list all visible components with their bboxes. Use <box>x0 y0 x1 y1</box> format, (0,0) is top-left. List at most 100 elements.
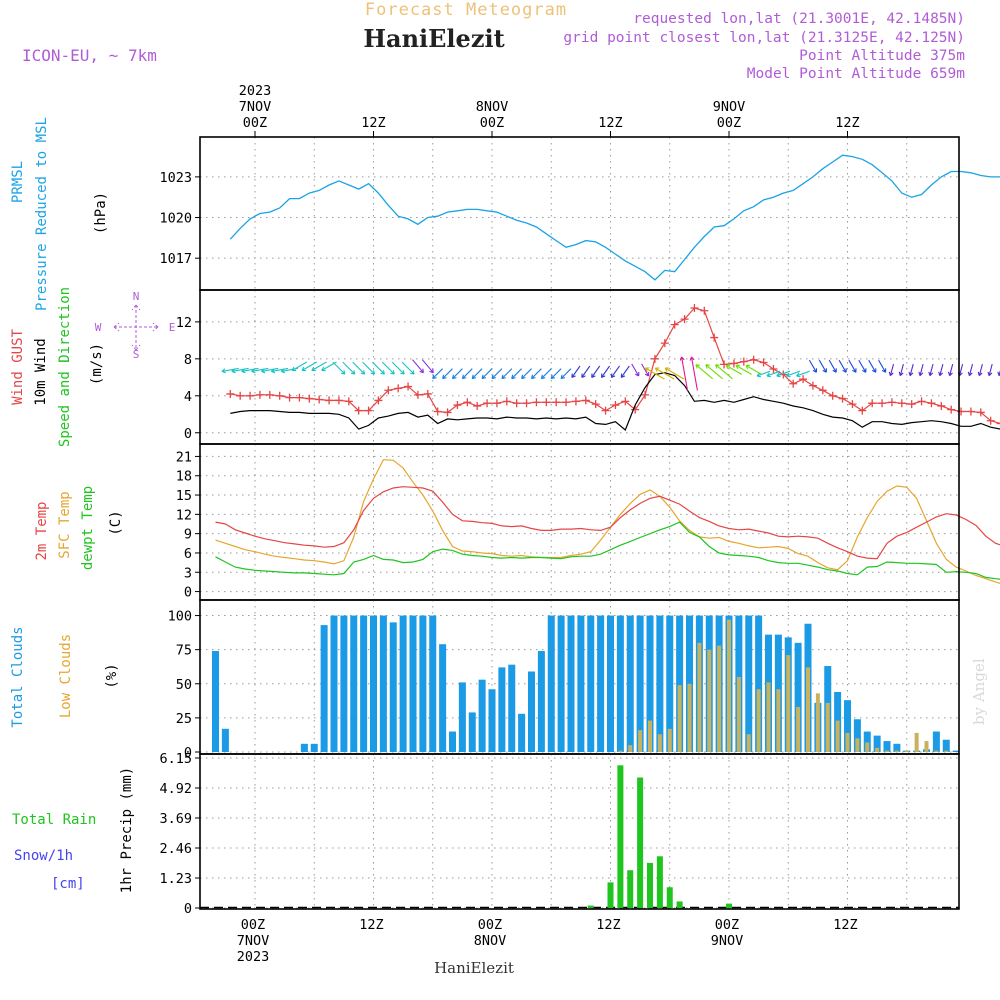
wind-arrow <box>471 368 483 380</box>
low-cloud-bar <box>677 685 682 752</box>
wind-arrow <box>938 363 944 377</box>
wind-arrow <box>342 361 356 375</box>
gust-marker <box>887 398 896 407</box>
wind-arrow <box>610 365 620 379</box>
y-tick-label: 8 <box>184 352 192 368</box>
wind-arrow <box>858 359 867 373</box>
wind-arrow <box>591 365 601 379</box>
low-cloud-bar <box>934 750 939 752</box>
top-time-label: 7NOV <box>239 99 272 115</box>
gust-marker <box>522 399 531 408</box>
y-tick-label: 4.92 <box>159 781 192 797</box>
low-cloud-bar <box>914 732 919 752</box>
total-cloud-bar <box>340 615 348 752</box>
low-cloud-bar <box>687 683 692 752</box>
gust-marker <box>670 320 679 329</box>
pressure-label-short: PRMSL <box>10 161 26 203</box>
gust-marker <box>641 390 650 399</box>
gust-marker <box>344 397 353 406</box>
compass-e: E <box>169 321 176 334</box>
wind-arrow <box>491 368 503 380</box>
pressure-line <box>229 154 1000 281</box>
wind-arrow <box>461 368 473 380</box>
bottom-time-label: 7NOV <box>237 933 270 949</box>
gust-marker <box>265 390 274 399</box>
total-cloud-bar <box>607 615 614 752</box>
wind-arrow <box>540 368 552 380</box>
wind-dir-label: Speed and Direction <box>57 287 73 447</box>
top-time-label: 12Z <box>598 115 622 131</box>
panel-1-grid: 1017 1020 1023 <box>159 137 959 290</box>
total-cloud-bar <box>616 615 624 752</box>
wind-arrow <box>231 367 249 374</box>
total-cloud-bar <box>468 712 476 752</box>
wind-arrow <box>311 361 327 372</box>
total-cloud-bar <box>429 615 437 752</box>
low-cloud-bar <box>904 750 909 752</box>
gust-marker <box>394 384 403 393</box>
low-cloud-bar <box>944 750 949 752</box>
gust-marker <box>364 406 373 415</box>
rain-bars <box>587 765 732 908</box>
dewpt-temp-line <box>215 521 1000 580</box>
y-tick-label: 12 <box>176 507 192 523</box>
top-time-label: 12Z <box>361 115 385 131</box>
gust-marker <box>255 390 264 399</box>
y-tick-label: 3.69 <box>159 811 192 827</box>
total-cloud-bar <box>853 719 861 752</box>
total-cloud-bar <box>478 679 486 752</box>
total-cloud-bar <box>419 615 427 752</box>
total-rain-label: Total Rain <box>12 812 96 828</box>
y-tick-label: 0 <box>184 745 192 761</box>
wind-arrow <box>442 368 453 380</box>
total-cloud-bar <box>508 664 516 752</box>
gust-marker <box>591 400 600 409</box>
gust-marker <box>374 396 383 405</box>
low-cloud-bar <box>736 676 741 752</box>
wind-arrow <box>828 359 837 373</box>
wind-arrow <box>644 367 665 380</box>
low-cloud-bar <box>894 750 899 752</box>
y-tick-label: 1.23 <box>159 871 192 887</box>
panels: 1017 1020 1023 0 4 8 12 0 3 6 9 12 15 18 21 0 25 50 75 100 0… <box>159 136 1000 917</box>
total-cloud-bar <box>518 713 526 752</box>
bottom-time-label: 9NOV <box>711 933 744 949</box>
compass-w: W <box>95 321 102 334</box>
pressure-unit: (hPa) <box>93 192 109 234</box>
panel-1-frame <box>199 136 960 291</box>
y-tick-label: 100 <box>168 609 192 625</box>
dewpt-temp-label: dewpt Temp <box>80 486 96 570</box>
top-time-label: 2023 <box>239 83 272 99</box>
gust-marker <box>275 391 284 400</box>
total-cloud-bar <box>863 731 871 752</box>
gust-marker <box>789 379 798 388</box>
total-cloud-bar <box>212 651 219 752</box>
low-cloud-bar <box>746 734 751 752</box>
temp-unit: (C) <box>108 510 124 535</box>
total-cloud-bar <box>587 615 595 752</box>
gust-label: Wind GUST <box>10 329 26 405</box>
gust-marker <box>413 390 422 399</box>
wind-arrow <box>620 365 630 379</box>
total-cloud-bar <box>844 700 851 752</box>
wind-arrow <box>898 363 904 377</box>
rain-bar <box>666 887 673 908</box>
low-cloud-bar <box>756 689 761 752</box>
wind-arrow <box>947 363 954 377</box>
gust-marker <box>759 358 768 367</box>
y-tick-label: 6 <box>184 546 192 562</box>
top-time-label: 00Z <box>717 115 741 131</box>
wind-arrow <box>332 361 346 375</box>
y-tick-label: 1017 <box>159 251 192 267</box>
total-cloud-bar <box>942 739 950 752</box>
total-cloud-bar <box>330 615 338 752</box>
total-cloud-bar <box>409 615 417 752</box>
wind-arrow <box>521 368 532 380</box>
top-time-label: 12Z <box>835 115 859 131</box>
wind-arrow <box>967 363 974 377</box>
gust-marker <box>729 359 738 368</box>
gust-marker <box>917 397 926 406</box>
wind-arrow <box>654 367 675 380</box>
